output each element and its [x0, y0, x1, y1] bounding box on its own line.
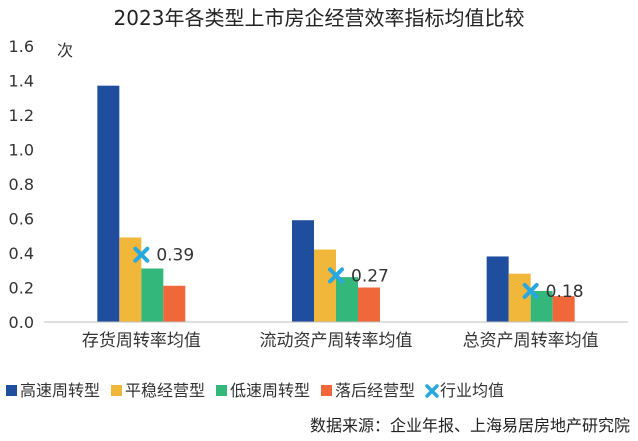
x-marker-stroke — [328, 267, 344, 284]
legend-label: 低速周转型 — [230, 381, 310, 400]
industry-average-markers: 0.39 0.27 0.18 — [133, 246, 584, 302]
legend-swatch — [321, 385, 332, 396]
bar — [336, 277, 358, 322]
bar — [486, 256, 509, 322]
legend-item: 行业均值 — [425, 381, 504, 400]
bar — [163, 285, 186, 322]
x-axis: 存货周转率均值 流动资产周转率均值 总资产周转率均值 — [44, 321, 628, 351]
y-tick-label: 0.8 — [9, 175, 34, 194]
industry-average-marker — [522, 282, 539, 299]
industry-average-label: 0.39 — [156, 246, 194, 266]
x-tick-label: 总资产周转率均值 — [463, 331, 599, 351]
bar — [508, 273, 531, 322]
legend-swatch — [216, 385, 227, 396]
y-axis: 0.0 0.2 0.4 0.6 0.8 1.0 1.2 1.4 1.6 次 — [9, 37, 73, 332]
legend-label: 平稳经营型 — [125, 381, 205, 400]
legend-swatch — [111, 385, 122, 396]
legend-label: 高速周转型 — [20, 381, 100, 400]
bar — [141, 268, 164, 322]
y-tick-label: 0.6 — [9, 210, 34, 229]
industry-average-label: 0.18 — [546, 282, 584, 302]
bar — [314, 249, 336, 322]
legend-item: 低速周转型 — [216, 381, 310, 400]
bar — [97, 85, 120, 322]
x-marker-stroke — [522, 282, 539, 299]
bar — [292, 220, 314, 322]
industry-average-label: 0.27 — [351, 266, 389, 286]
x-marker-stroke — [133, 246, 150, 263]
y-tick-label: 1.0 — [9, 141, 34, 160]
bar — [552, 296, 575, 322]
x-tick-label: 流动资产周转率均值 — [260, 331, 413, 351]
legend-item: 高速周转型 — [6, 381, 100, 400]
x-tick-label: 存货周转率均值 — [82, 331, 201, 351]
y-tick-label: 0.0 — [9, 313, 34, 332]
y-tick-label: 0.2 — [9, 279, 34, 298]
legend-label: 行业均值 — [440, 381, 504, 400]
legend-label: 落后经营型 — [335, 381, 415, 400]
bars — [97, 85, 575, 322]
y-tick-label: 0.4 — [9, 244, 34, 263]
y-tick-label: 1.6 — [9, 37, 34, 56]
bar — [358, 287, 380, 322]
legend: 高速周转型 平稳经营型 低速周转型 落后经营型 行业均值 — [6, 381, 504, 400]
y-tick-label: 1.4 — [9, 72, 34, 91]
legend-item: 平稳经营型 — [111, 381, 205, 400]
y-axis-unit: 次 — [57, 41, 73, 60]
legend-item: 落后经营型 — [321, 381, 415, 400]
legend-x-marker — [425, 384, 439, 398]
chart-title: 2023年各类型上市房企经营效率指标均值比较 — [113, 6, 525, 30]
legend-swatch — [6, 385, 17, 396]
y-tick-label: 1.2 — [9, 106, 34, 125]
industry-average-marker — [328, 267, 344, 284]
source-note: 数据来源：企业年报、上海易居房地产研究院 — [309, 416, 630, 435]
industry-average-marker — [133, 246, 150, 263]
